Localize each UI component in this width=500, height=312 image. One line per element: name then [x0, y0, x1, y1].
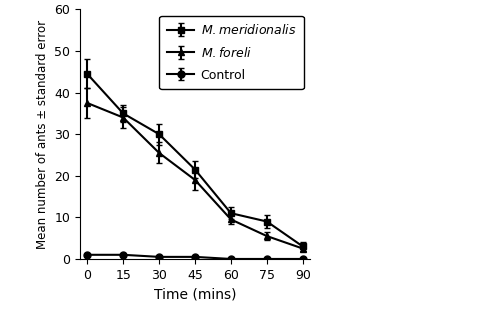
Legend: $\it{M. meridionalis}$, $\it{M. foreli}$, Control: $\it{M. meridionalis}$, $\it{M. foreli}$… — [160, 16, 304, 89]
X-axis label: Time (mins): Time (mins) — [154, 287, 236, 301]
Y-axis label: Mean number of ants ± standard error: Mean number of ants ± standard error — [36, 20, 49, 249]
